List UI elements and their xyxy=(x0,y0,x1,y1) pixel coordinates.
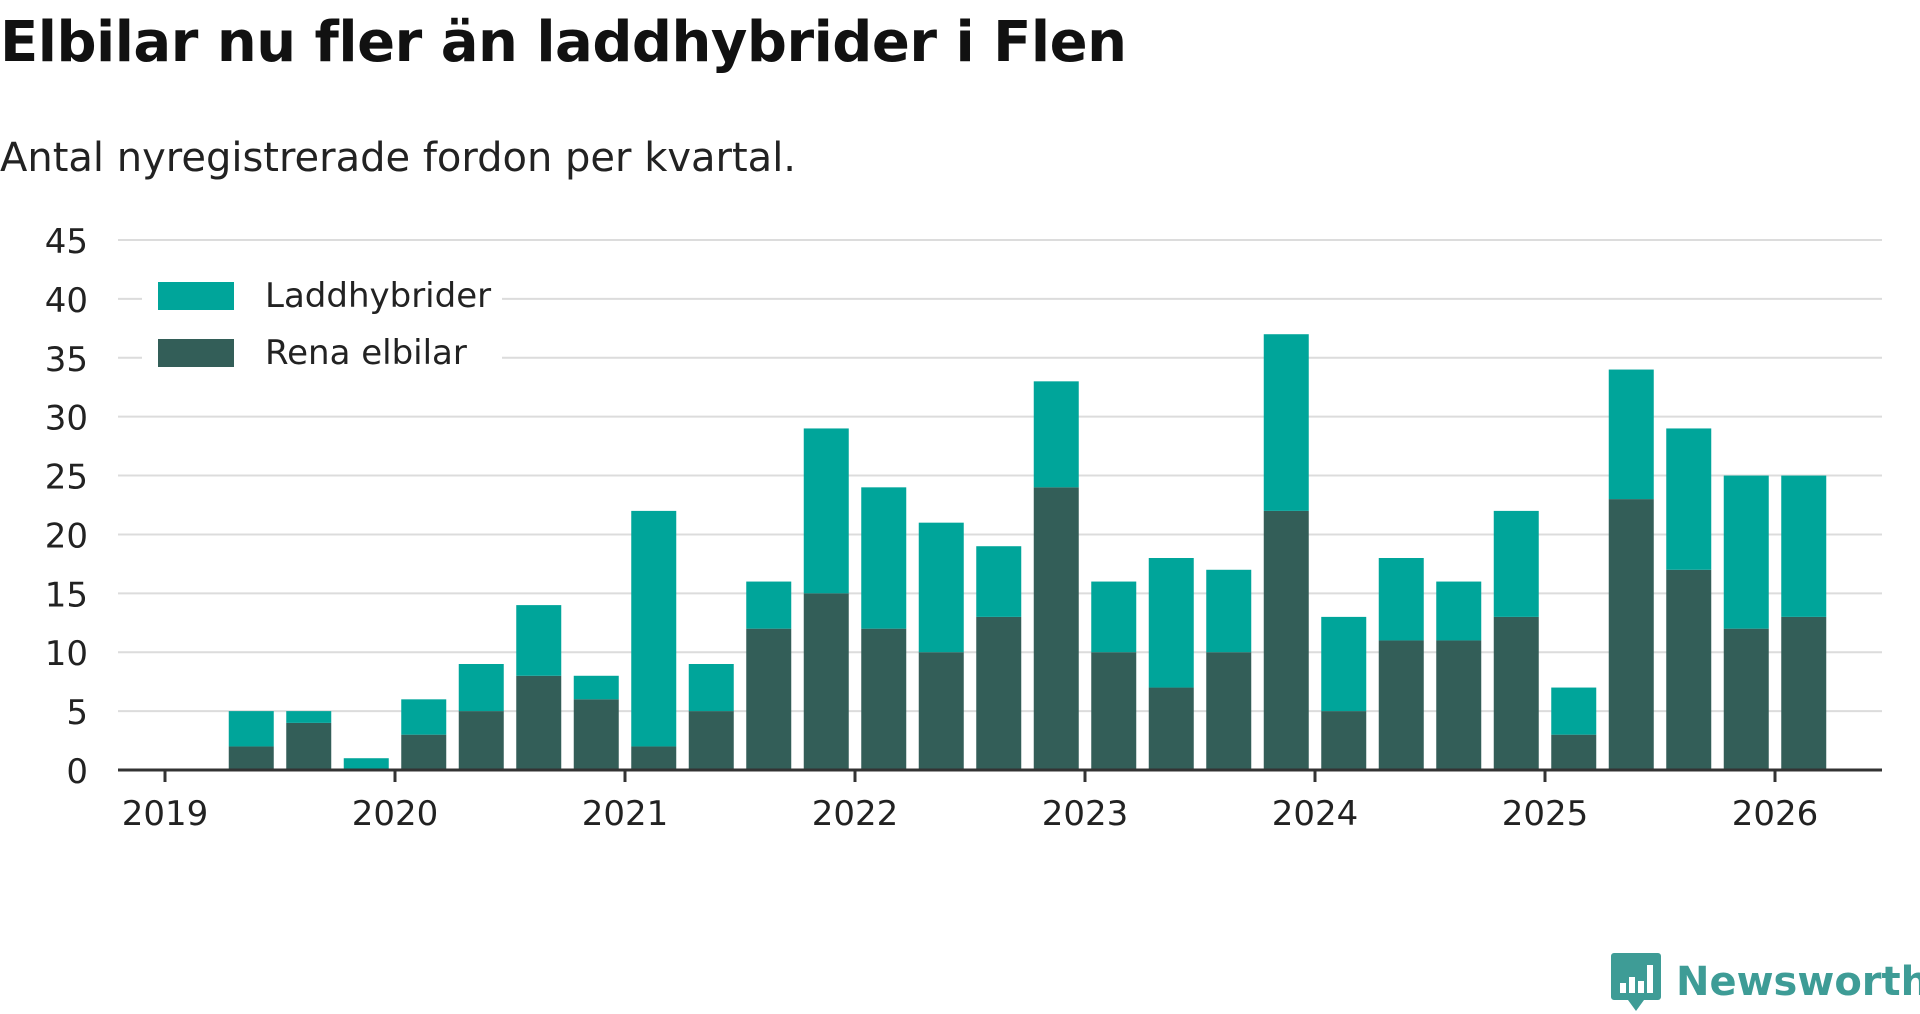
bar-rena-elbilar xyxy=(458,711,504,770)
bar-laddhybrider xyxy=(1263,334,1309,511)
bar-laddhybrider xyxy=(1723,475,1769,629)
bar-rena-elbilar xyxy=(1608,499,1654,770)
bar-rena-elbilar xyxy=(746,628,792,770)
bar-rena-elbilar xyxy=(1091,652,1137,770)
bar-laddhybrider xyxy=(573,675,619,700)
bar-laddhybrider xyxy=(976,546,1022,617)
x-tick-label: 2025 xyxy=(1502,794,1589,834)
x-tick-label: 2021 xyxy=(582,794,669,834)
bar-laddhybrider xyxy=(458,664,504,712)
legend-label-rena-elbilar: Rena elbilar xyxy=(265,333,467,373)
bar-laddhybrider xyxy=(286,711,332,723)
bar-rena-elbilar xyxy=(688,711,734,770)
bar-laddhybrider xyxy=(516,605,562,676)
bar-rena-elbilar xyxy=(1493,616,1539,770)
bar-rena-elbilar xyxy=(1263,510,1309,770)
y-tick-label: 35 xyxy=(45,340,88,380)
y-tick-label: 45 xyxy=(45,222,88,262)
bar-rena-elbilar xyxy=(1148,687,1194,770)
bar-laddhybrider xyxy=(1493,510,1539,617)
legend-swatch-rena-elbilar xyxy=(158,339,234,367)
x-tick-label: 2024 xyxy=(1272,794,1359,834)
bar-laddhybrider xyxy=(401,699,447,735)
bar-laddhybrider xyxy=(1321,616,1367,712)
bar-laddhybrider xyxy=(1148,558,1194,688)
chart-subtitle: Antal nyregistrerade fordon per kvartal. xyxy=(0,135,797,181)
bar-laddhybrider xyxy=(1781,475,1827,617)
bar-laddhybrider xyxy=(688,664,734,712)
bar-laddhybrider xyxy=(1551,687,1597,735)
x-axis: 2019 2020 2021 2022 2023 2024 2025 2026 xyxy=(118,768,1882,834)
y-tick-label: 25 xyxy=(45,458,88,498)
bar-rena-elbilar xyxy=(918,652,964,770)
bar-laddhybrider xyxy=(1378,558,1424,641)
brand-logo: Newsworthy xyxy=(1610,950,1920,1014)
bar-rena-elbilar xyxy=(516,675,562,770)
x-tick-label: 2019 xyxy=(122,794,209,834)
legend-label-laddhybrider: Laddhybrider xyxy=(265,276,491,316)
bar-laddhybrider xyxy=(343,758,389,770)
newsworthy-logo-icon xyxy=(1611,953,1661,1011)
y-tick-label: 40 xyxy=(45,281,88,321)
bar-laddhybrider xyxy=(228,711,274,747)
bar-laddhybrider xyxy=(918,522,964,653)
bar-rena-elbilar xyxy=(1781,616,1827,770)
bar-laddhybrider xyxy=(1033,381,1079,488)
bar-laddhybrider xyxy=(803,428,849,594)
bar-rena-elbilar xyxy=(861,628,907,770)
bar-rena-elbilar xyxy=(1206,652,1252,770)
bar-laddhybrider xyxy=(1608,369,1654,500)
x-tick-label: 2026 xyxy=(1732,794,1819,834)
bar-rena-elbilar xyxy=(286,722,332,770)
chart-title: Elbilar nu fler än laddhybrider i Flen xyxy=(0,10,1127,75)
legend: Laddhybrider Rena elbilar xyxy=(142,260,502,373)
bar-rena-elbilar xyxy=(1436,640,1482,770)
bar-laddhybrider xyxy=(1436,581,1482,641)
bar-rena-elbilar xyxy=(1378,640,1424,770)
bars xyxy=(228,334,1827,770)
bar-laddhybrider xyxy=(861,487,907,629)
bar-rena-elbilar xyxy=(1033,487,1079,770)
y-tick-label: 0 xyxy=(66,752,88,792)
brand-name: Newsworthy xyxy=(1676,959,1920,1005)
bar-rena-elbilar xyxy=(573,699,619,770)
bar-laddhybrider xyxy=(1666,428,1712,570)
y-tick-label: 20 xyxy=(45,516,88,556)
bar-rena-elbilar xyxy=(976,616,1022,770)
bar-rena-elbilar xyxy=(1666,569,1712,770)
bar-laddhybrider xyxy=(746,581,792,629)
y-tick-label: 10 xyxy=(45,634,88,674)
y-axis: 0 5 10 15 20 25 30 35 40 45 xyxy=(45,222,88,792)
bar-rena-elbilar xyxy=(803,593,849,770)
x-tick-label: 2023 xyxy=(1042,794,1129,834)
bar-rena-elbilar xyxy=(1723,628,1769,770)
y-tick-label: 5 xyxy=(66,693,88,733)
bar-rena-elbilar xyxy=(228,746,274,770)
bar-rena-elbilar xyxy=(1551,734,1597,770)
bar-rena-elbilar xyxy=(631,746,677,770)
y-tick-label: 30 xyxy=(45,399,88,439)
bar-laddhybrider xyxy=(1091,581,1137,653)
bar-rena-elbilar xyxy=(1321,711,1367,770)
x-tick-label: 2020 xyxy=(352,794,439,834)
bar-laddhybrider xyxy=(1206,569,1252,653)
bar-rena-elbilar xyxy=(401,734,447,770)
y-tick-label: 15 xyxy=(45,575,88,615)
bar-laddhybrider xyxy=(631,510,677,747)
x-tick-label: 2022 xyxy=(812,794,899,834)
legend-swatch-laddhybrider xyxy=(158,282,234,310)
